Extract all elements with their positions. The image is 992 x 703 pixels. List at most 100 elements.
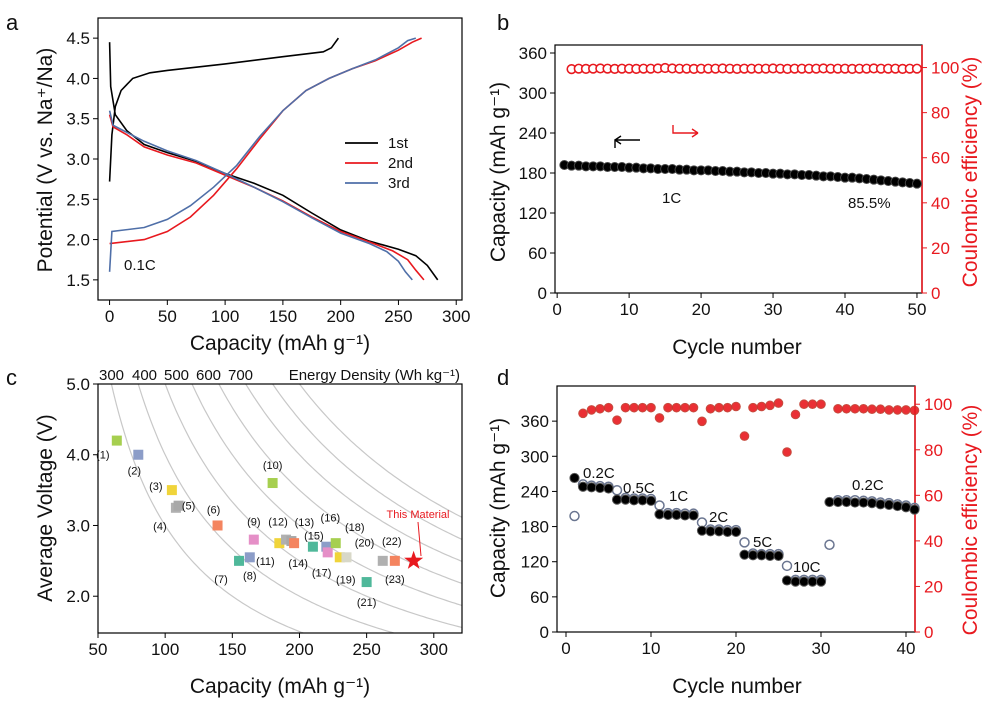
discharge-capacity-point — [696, 525, 708, 536]
discharge-capacity-point — [739, 549, 750, 560]
energy-density-curve-400 — [137, 384, 396, 633]
x-tick-label: 200 — [326, 307, 354, 326]
y-tick-label: 4.0 — [66, 446, 90, 465]
y-tick-label: 60 — [528, 244, 547, 263]
discharge-capacity-point — [662, 509, 674, 520]
x-tick-label: 10 — [642, 639, 661, 658]
plot-frame — [556, 385, 916, 633]
y-right-tick-label: 100 — [931, 59, 959, 78]
discharge-capacity-point — [807, 576, 818, 587]
discharge-capacity-point — [781, 575, 793, 586]
efficiency-point — [663, 402, 673, 413]
efficiency-point — [816, 399, 826, 410]
energy-density-curve-1000 — [298, 384, 462, 518]
discharge-capacity-point — [875, 499, 886, 510]
charge-capacity-point — [781, 560, 793, 572]
efficiency-point — [637, 402, 648, 413]
reference-point-label: (9) — [247, 517, 260, 529]
y-right-tick-label: 40 — [924, 532, 943, 551]
reference-point-label: (12) — [268, 517, 288, 529]
y-right-tick-label: 20 — [924, 577, 943, 596]
x-tick-label: 0 — [552, 300, 561, 319]
discharge-capacity-point — [866, 498, 878, 509]
discharge-capacity-point — [730, 526, 742, 537]
discharge-capacity-point — [764, 550, 776, 561]
efficiency-point — [714, 402, 724, 413]
y-tick-label: 0 — [540, 623, 549, 642]
efficiency-point — [911, 63, 923, 74]
series-2nd-charge-line — [109, 37, 422, 245]
reference-point-label: (13) — [295, 517, 315, 529]
efficiency-point — [807, 399, 818, 410]
discharge-capacity-point — [883, 499, 895, 510]
reference-point — [307, 541, 318, 552]
panel-b-ylabel: Capacity (mAh g⁻¹) — [487, 82, 510, 262]
panel-b-retention-label: 85.5% — [848, 195, 891, 212]
x-tick-label: 100 — [211, 307, 239, 326]
y-tick-label: 2.0 — [66, 231, 90, 250]
panel-d-xlabel: Cycle number — [672, 675, 802, 698]
efficiency-point — [688, 402, 699, 413]
energy-tick-500: 500 — [164, 367, 189, 384]
charge-capacity-point — [654, 500, 665, 511]
right-arrow-icon — [672, 125, 699, 138]
y-tick-label: 120 — [519, 204, 547, 223]
efficiency-point — [680, 402, 690, 413]
x-tick-label: 50 — [908, 300, 927, 319]
y-tick-label: 3.0 — [66, 150, 90, 169]
legend-label-3rd: 3rd — [388, 175, 410, 192]
reference-point — [111, 435, 122, 446]
discharge-capacity-point — [773, 550, 784, 561]
x-tick-label: 0 — [105, 307, 114, 326]
panel-a-ylabel: Potential (V vs. Na⁺/Na) — [34, 48, 57, 273]
energy-density-curve-700 — [218, 384, 462, 585]
y-tick-label: 360 — [521, 412, 549, 431]
y-tick-label: 3.5 — [66, 110, 90, 129]
x-tick-label: 20 — [727, 639, 746, 658]
discharge-capacity-point — [849, 497, 861, 508]
y-tick-label: 4.0 — [66, 69, 90, 88]
efficiency-point — [799, 399, 809, 410]
efficiency-point — [646, 402, 656, 413]
discharge-capacity-point — [756, 550, 767, 561]
efficiency-point — [833, 403, 843, 414]
charge-capacity-point — [611, 485, 623, 496]
y-tick-label: 1.5 — [66, 271, 90, 290]
efficiency-point — [909, 405, 920, 416]
panel-b-rate-label: 1C — [662, 190, 681, 207]
energy-tick-300: 300 — [99, 367, 124, 384]
y-tick-label: 300 — [521, 447, 549, 466]
panel-letter-d: d — [497, 365, 509, 390]
discharge-capacity-point — [586, 482, 597, 493]
efficiency-point — [773, 398, 784, 408]
reference-point — [389, 555, 400, 566]
discharge-capacity-point — [654, 509, 665, 520]
reference-point — [212, 520, 223, 531]
reference-point — [334, 552, 345, 563]
y-right-tick-label: 80 — [924, 441, 943, 460]
y-tick-label: 240 — [521, 482, 549, 501]
panel-c-xlabel: Capacity (mAh g⁻¹) — [190, 675, 370, 698]
efficiency-point — [875, 404, 886, 415]
discharge-capacity-point — [645, 495, 657, 506]
this-material-star-icon — [404, 550, 424, 569]
charge-capacity-point — [569, 510, 580, 522]
this-material-pointer — [417, 521, 422, 557]
discharge-capacity-point — [790, 576, 801, 587]
energy-tick-700: 700 — [228, 367, 253, 384]
reference-point — [234, 555, 245, 566]
energy-density-curve-300 — [110, 384, 305, 633]
x-tick-label: 10 — [620, 300, 639, 319]
reference-point — [267, 478, 278, 489]
y-tick-label: 60 — [530, 588, 549, 607]
reference-point-label: (17) — [312, 567, 332, 579]
reference-point-label: (6) — [207, 504, 220, 516]
discharge-capacity-point — [679, 510, 691, 521]
discharge-capacity-point — [841, 496, 852, 508]
efficiency-point — [697, 416, 707, 427]
y-right-tick-label: 80 — [931, 104, 950, 123]
reference-point-label: (2) — [128, 466, 141, 478]
panel-d-ylabel: Capacity (mAh g⁻¹) — [487, 418, 510, 598]
x-tick-label: 50 — [89, 640, 108, 659]
discharge-capacity-point — [815, 576, 827, 587]
